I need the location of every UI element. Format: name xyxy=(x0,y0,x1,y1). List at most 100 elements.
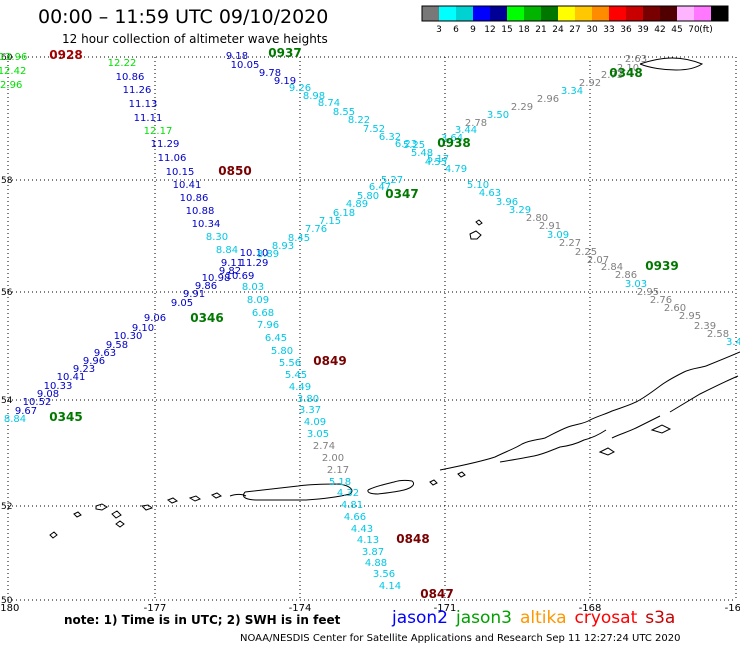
swh-value: 9.08 xyxy=(37,389,59,400)
swh-value: 2.78 xyxy=(465,118,487,129)
swh-value: 5.25 xyxy=(403,140,425,151)
swh-value: 2.73 xyxy=(601,70,623,81)
swh-value: 4.89 xyxy=(346,199,368,210)
swh-value: 10.33 xyxy=(44,381,73,392)
longitude-label: -180 xyxy=(0,603,19,614)
swh-value: 4.09 xyxy=(304,417,326,428)
swh-value: 8.55 xyxy=(333,107,355,118)
colorbar-swatch xyxy=(490,6,507,21)
swh-value: 8.74 xyxy=(318,98,340,109)
swh-value: 9.11 xyxy=(221,258,243,269)
coastline-unalaska xyxy=(367,479,415,495)
colorbar-label: 18 xyxy=(518,25,530,35)
pass-time-label: 0345 xyxy=(49,410,82,424)
pass-time-label: 0938 xyxy=(437,136,470,150)
swh-value: 11.11 xyxy=(134,113,163,124)
swh-value: 2.27 xyxy=(559,238,581,249)
swh-value: 3.29 xyxy=(509,205,531,216)
swh-value: 11.29 xyxy=(240,258,269,269)
colorbar-label: 21 xyxy=(535,25,546,35)
swh-value: 9.58 xyxy=(106,340,128,351)
colorbar-swatch xyxy=(660,6,677,21)
colorbar-swatch xyxy=(473,6,490,21)
swh-value: 3.50 xyxy=(487,110,509,121)
legend-jason2: jason2 xyxy=(392,608,448,628)
swh-value: 2.29 xyxy=(511,102,533,113)
swh-value: 9.10 xyxy=(132,323,154,334)
swh-value: 9.86 xyxy=(195,281,217,292)
swh-value: 10.69 xyxy=(226,271,255,282)
colorbar-swatch xyxy=(558,6,575,21)
swh-value: 5.18 xyxy=(329,477,351,488)
swh-value: 3.34 xyxy=(561,86,583,97)
swh-value: 10.86 xyxy=(180,193,209,204)
swh-value: 2.25 xyxy=(575,247,597,258)
colorbar-label: 70 xyxy=(688,25,700,35)
swh-value: 9.19 xyxy=(274,76,296,87)
credit-line: NOAA/NESDIS Center for Satellite Applica… xyxy=(240,633,681,644)
chart-title: 00:00 – 11:59 UTC 09/10/2020 xyxy=(38,6,329,28)
swh-value: 7.96 xyxy=(257,320,279,331)
swh-value: 2.07 xyxy=(587,255,609,266)
colorbar-label: 24 xyxy=(552,25,564,35)
pass-time-label: 0937 xyxy=(268,46,301,60)
colorbar-swatch xyxy=(677,6,694,21)
longitude-label: -174 xyxy=(289,603,312,614)
colorbar-label: 9 xyxy=(470,25,476,35)
pass-time-label: 0849 xyxy=(313,354,346,368)
swh-value: 10.52 xyxy=(23,397,52,408)
swh-value: 12.22 xyxy=(108,58,137,69)
swh-value: 9.06 xyxy=(144,313,166,324)
longitude-label: -165 xyxy=(725,603,740,614)
swh-value: 8.84 xyxy=(216,245,238,256)
swh-value: 5.48 xyxy=(411,148,433,159)
swh-value: 3.80 xyxy=(297,394,319,405)
colorbar-swatch xyxy=(626,6,643,21)
chart-subtitle: 12 hour collection of altimeter wave hei… xyxy=(62,32,328,46)
swh-value: 10.34 xyxy=(192,219,221,230)
swh-value: 4.55 xyxy=(425,157,447,168)
colorbar-label: 45 xyxy=(671,25,682,35)
swh-value: 9.67 xyxy=(15,406,37,417)
colorbar-label: 33 xyxy=(603,25,614,35)
colorbar-swatch xyxy=(422,6,439,21)
swh-value: 2.96 xyxy=(537,94,559,105)
coastline-pribilof xyxy=(429,219,483,486)
colorbar-label: 6 xyxy=(453,25,459,35)
pass-time-label: 0939 xyxy=(645,259,678,273)
swh-value: 3.56 xyxy=(373,569,395,580)
colorbar-label: 39 xyxy=(637,25,649,35)
swh-value: 5.80 xyxy=(357,191,379,202)
satellite-legend: jason2 jason3 altika cryosat s3a xyxy=(392,608,683,628)
swh-value: 2.00 xyxy=(322,453,344,464)
colorbar-label: 27 xyxy=(569,25,580,35)
swh-value: 4.79 xyxy=(445,164,467,175)
swh-value: 11.29 xyxy=(151,139,180,150)
latitude-label: 52 xyxy=(1,502,12,512)
swh-value: 9.26 xyxy=(289,83,311,94)
swh-value: 4.63 xyxy=(479,188,501,199)
swh-value: 10.86 xyxy=(116,72,145,83)
swh-value: 8.93 xyxy=(272,241,294,252)
swh-value: 5.17 xyxy=(427,154,449,165)
pass-time-label: 0850 xyxy=(218,164,251,178)
swh-value: 13.96 xyxy=(0,52,27,63)
swh-value: 10.88 xyxy=(186,206,215,217)
swh-value: 4.81 xyxy=(341,500,363,511)
latitude-label: 60 xyxy=(1,53,13,63)
swh-value: 4.88 xyxy=(365,558,387,569)
swh-value: 10.10 xyxy=(240,248,269,259)
coastline-fox-islands xyxy=(229,483,353,501)
swh-value: 6.23 xyxy=(395,139,417,150)
colorbar-frame xyxy=(421,5,729,22)
swh-value: 9.63 xyxy=(94,348,116,359)
pass-time-label: 0346 xyxy=(190,311,223,325)
swh-value: 3.87 xyxy=(362,547,384,558)
swh-value: 11.06 xyxy=(158,153,187,164)
swh-value: 2.84 xyxy=(601,262,623,273)
swh-value: 4.49 xyxy=(289,382,311,393)
swh-value: 10.41 xyxy=(57,372,86,383)
longitude-label: -177 xyxy=(144,603,167,614)
swh-value: 9.91 xyxy=(183,289,205,300)
colorbar-swatch xyxy=(694,6,711,21)
